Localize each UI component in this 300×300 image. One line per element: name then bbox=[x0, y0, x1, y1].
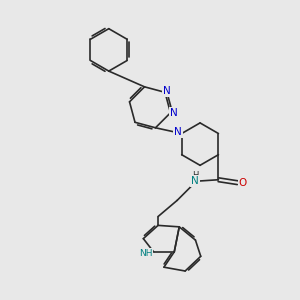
Text: H: H bbox=[192, 171, 198, 180]
Text: NH: NH bbox=[139, 249, 152, 258]
Text: O: O bbox=[239, 178, 247, 188]
Text: N: N bbox=[191, 176, 199, 186]
Text: N: N bbox=[170, 108, 178, 118]
Text: N: N bbox=[174, 127, 182, 137]
Text: N: N bbox=[163, 86, 170, 96]
